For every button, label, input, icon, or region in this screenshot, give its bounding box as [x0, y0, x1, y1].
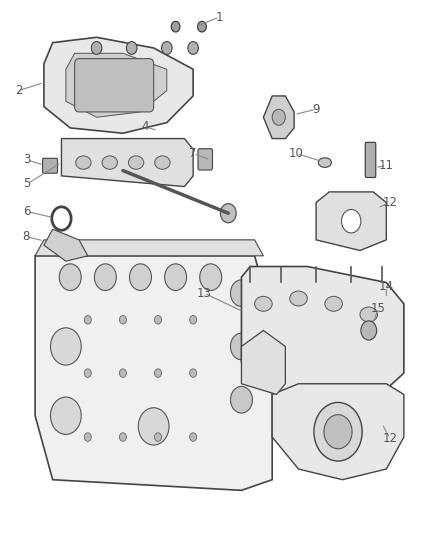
FancyBboxPatch shape — [42, 158, 57, 173]
Circle shape — [230, 333, 252, 360]
Circle shape — [189, 316, 196, 324]
Circle shape — [94, 264, 116, 290]
Circle shape — [129, 264, 151, 290]
Circle shape — [189, 433, 196, 441]
Circle shape — [119, 433, 126, 441]
Circle shape — [91, 42, 102, 54]
Circle shape — [187, 42, 198, 54]
Ellipse shape — [289, 291, 307, 306]
Circle shape — [220, 204, 236, 223]
Circle shape — [360, 321, 376, 340]
Circle shape — [50, 328, 81, 365]
FancyBboxPatch shape — [364, 142, 375, 177]
Text: 8: 8 — [23, 230, 30, 243]
Polygon shape — [61, 139, 193, 187]
Text: 6: 6 — [23, 205, 31, 218]
Text: 1: 1 — [215, 11, 223, 23]
Circle shape — [154, 316, 161, 324]
Text: 10: 10 — [288, 147, 303, 160]
Text: 9: 9 — [311, 103, 319, 116]
FancyBboxPatch shape — [198, 149, 212, 170]
Circle shape — [59, 264, 81, 290]
Circle shape — [230, 280, 252, 306]
Ellipse shape — [254, 296, 272, 311]
Polygon shape — [35, 256, 272, 490]
Polygon shape — [44, 229, 88, 261]
Text: 11: 11 — [378, 159, 393, 172]
Circle shape — [161, 42, 172, 54]
Polygon shape — [272, 384, 403, 480]
Ellipse shape — [76, 156, 91, 169]
Text: 5: 5 — [24, 177, 31, 190]
FancyBboxPatch shape — [74, 59, 153, 112]
Circle shape — [84, 316, 91, 324]
Polygon shape — [66, 53, 166, 117]
Circle shape — [84, 369, 91, 377]
Circle shape — [272, 109, 285, 125]
Circle shape — [119, 369, 126, 377]
Circle shape — [313, 402, 361, 461]
Ellipse shape — [318, 158, 331, 167]
Text: 12: 12 — [381, 196, 396, 209]
Polygon shape — [35, 240, 263, 256]
Circle shape — [126, 42, 137, 54]
Ellipse shape — [324, 296, 342, 311]
Text: 13: 13 — [196, 287, 211, 300]
Circle shape — [171, 21, 180, 32]
Circle shape — [197, 21, 206, 32]
Polygon shape — [241, 266, 403, 400]
Text: 14: 14 — [378, 280, 393, 293]
Circle shape — [50, 397, 81, 434]
Text: 15: 15 — [370, 302, 385, 314]
Circle shape — [323, 415, 351, 449]
Text: 7: 7 — [189, 147, 197, 160]
Text: 4: 4 — [141, 120, 148, 133]
Ellipse shape — [102, 156, 117, 169]
Circle shape — [154, 369, 161, 377]
Text: 12: 12 — [381, 432, 396, 445]
Circle shape — [119, 316, 126, 324]
Text: 2: 2 — [14, 84, 22, 97]
Circle shape — [199, 264, 221, 290]
Circle shape — [164, 264, 186, 290]
Circle shape — [138, 408, 169, 445]
Polygon shape — [315, 192, 385, 251]
Ellipse shape — [128, 156, 144, 169]
Circle shape — [341, 209, 360, 233]
Circle shape — [154, 433, 161, 441]
Polygon shape — [44, 37, 193, 133]
Polygon shape — [263, 96, 293, 139]
Circle shape — [189, 369, 196, 377]
Ellipse shape — [154, 156, 170, 169]
Circle shape — [230, 386, 252, 413]
Circle shape — [84, 433, 91, 441]
Ellipse shape — [359, 307, 377, 322]
Polygon shape — [241, 330, 285, 394]
Text: 3: 3 — [24, 154, 31, 166]
